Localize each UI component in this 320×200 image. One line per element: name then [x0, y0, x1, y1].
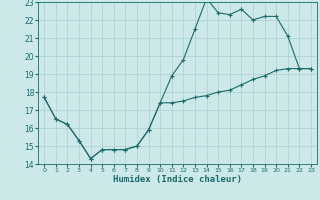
X-axis label: Humidex (Indice chaleur): Humidex (Indice chaleur)	[113, 175, 242, 184]
